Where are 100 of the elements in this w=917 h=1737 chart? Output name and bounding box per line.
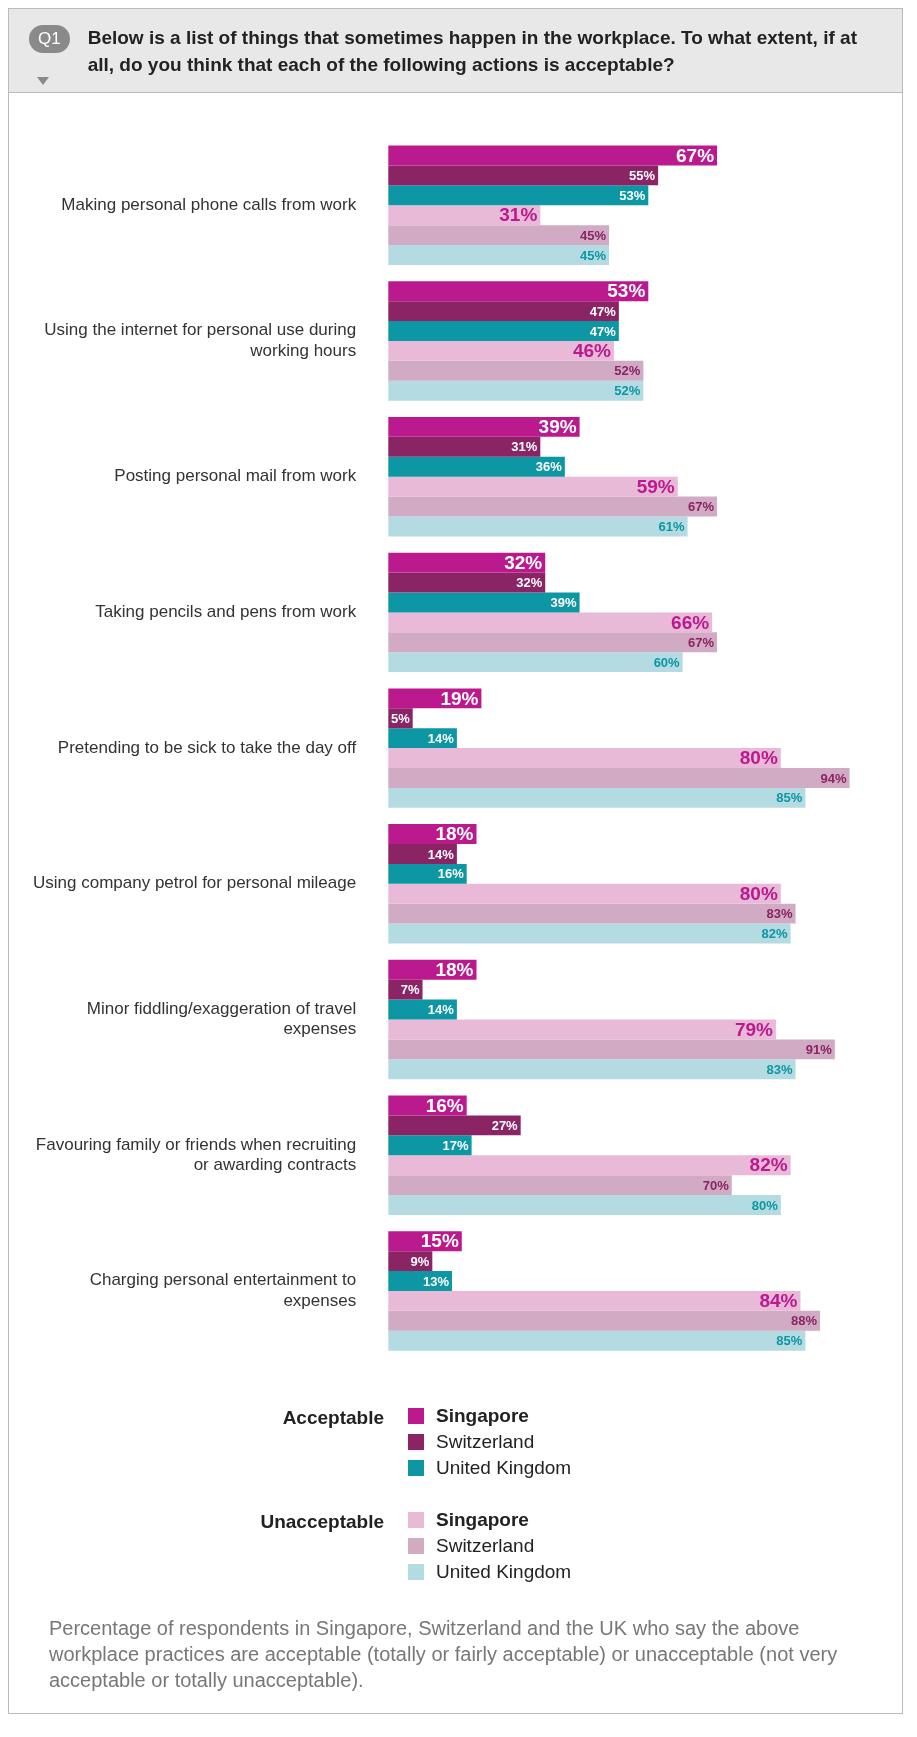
bar xyxy=(388,417,580,438)
data-label: 85% xyxy=(776,1333,803,1349)
bar xyxy=(388,165,659,186)
bar xyxy=(388,437,541,457)
legend-label: Switzerland xyxy=(436,1430,535,1455)
data-label: 59% xyxy=(636,476,675,498)
data-label: 45% xyxy=(580,227,607,243)
bar xyxy=(388,1019,776,1040)
data-label: 85% xyxy=(776,790,803,806)
bar xyxy=(388,884,781,904)
bar xyxy=(388,496,718,517)
data-label: 7% xyxy=(400,982,420,998)
bar xyxy=(388,205,541,226)
data-label: 84% xyxy=(759,1290,798,1312)
data-label: 55% xyxy=(629,168,656,184)
bar xyxy=(388,748,781,769)
data-label: 14% xyxy=(427,730,455,746)
data-label: 32% xyxy=(504,552,543,574)
data-label: 14% xyxy=(427,1002,455,1018)
bar xyxy=(388,361,644,381)
data-label: 16% xyxy=(437,866,465,882)
y-tick-label: Favouring family or friends when recruiting or awarding contracts xyxy=(35,1134,357,1175)
data-label: 14% xyxy=(427,846,455,862)
y-tick-label: Using company petrol for personal mileage xyxy=(32,873,357,893)
y-tick-label: Making personal phone calls from work xyxy=(61,195,357,215)
data-label: 82% xyxy=(749,1154,788,1176)
bar xyxy=(388,225,610,246)
data-label: 88% xyxy=(791,1313,818,1329)
data-label: 94% xyxy=(820,770,847,786)
data-label: 53% xyxy=(607,280,646,302)
bar xyxy=(388,768,850,789)
y-tick-label: Pretending to be sick to take the day off xyxy=(57,737,357,757)
legend-label: United Kingdom xyxy=(436,1456,572,1481)
legend-label: Singapore xyxy=(436,1404,529,1429)
legend-label: United Kingdom xyxy=(436,1560,572,1585)
bar xyxy=(388,185,649,206)
data-label: 52% xyxy=(614,383,641,399)
bar xyxy=(388,923,791,944)
bar xyxy=(388,612,713,633)
y-tick-label: Posting personal mail from work xyxy=(114,466,357,486)
bar xyxy=(388,476,678,497)
data-label: 82% xyxy=(761,926,789,942)
data-label: 39% xyxy=(550,595,578,611)
bar xyxy=(388,632,718,653)
data-label: 5% xyxy=(390,711,411,727)
bar xyxy=(388,281,649,302)
bar xyxy=(388,1039,835,1060)
data-label: 17% xyxy=(442,1138,470,1154)
data-label: 80% xyxy=(751,1197,779,1213)
bar xyxy=(388,788,806,808)
y-tick-label: Taking pencils and pens from work xyxy=(95,602,357,622)
text: Acceptable xyxy=(281,1406,385,1431)
legend-label: Singapore xyxy=(436,1508,529,1533)
data-label: 32% xyxy=(516,575,543,591)
bar xyxy=(388,1135,472,1156)
bar xyxy=(388,592,580,613)
data-label: 18% xyxy=(435,823,474,845)
bar xyxy=(388,1195,781,1216)
bar xyxy=(388,1059,796,1080)
data-label: 61% xyxy=(658,519,685,535)
data-label: 66% xyxy=(671,611,710,633)
data-label: 67% xyxy=(675,144,715,166)
bar xyxy=(388,1330,806,1351)
y-tick-label: Minor fiddling/exaggeration of travel expenses xyxy=(86,999,357,1039)
y-tick-label: Charging personal entertainment to expenses xyxy=(89,1270,357,1311)
data-label: 18% xyxy=(435,959,474,981)
data-label: 79% xyxy=(734,1018,774,1040)
data-label: 45% xyxy=(580,247,607,263)
data-label: 15% xyxy=(420,1230,459,1252)
y-tick-label: Using the internet for personal use during working hours xyxy=(44,320,357,361)
data-label: 53% xyxy=(619,188,646,204)
data-label: 27% xyxy=(491,1118,519,1134)
data-label: 47% xyxy=(589,303,617,319)
data-label: 9% xyxy=(410,1253,430,1269)
bar xyxy=(388,552,546,573)
bar xyxy=(388,456,565,477)
bar xyxy=(388,903,796,924)
data-label: 52% xyxy=(614,363,641,379)
data-label: 19% xyxy=(440,687,479,709)
bar xyxy=(388,145,718,166)
bar xyxy=(388,1115,521,1136)
data-label: 39% xyxy=(538,416,577,438)
data-label: 31% xyxy=(511,439,538,455)
data-label: 36% xyxy=(535,459,563,475)
bar xyxy=(388,341,614,362)
data-label: 67% xyxy=(687,635,715,651)
bar xyxy=(388,321,619,342)
data-label: 67% xyxy=(687,499,715,515)
bar xyxy=(388,1175,732,1196)
data-label: 83% xyxy=(766,906,793,922)
bar xyxy=(388,516,688,537)
data-label: 16% xyxy=(425,1094,464,1116)
data-label: 13% xyxy=(422,1273,450,1289)
bar xyxy=(388,1155,791,1176)
data-label: 31% xyxy=(499,204,538,226)
text: Percentage of respondents in Singapore, Switzerland and the UK who say the above workplace practices are acceptable (totally or fairly acceptable) or unacceptable (not very acceptable or totally unacceptable). xyxy=(48,1616,839,1694)
bar xyxy=(388,245,610,266)
data-label: 70% xyxy=(702,1177,730,1193)
text: Q1 xyxy=(29,25,70,53)
data-label: 46% xyxy=(572,340,612,362)
